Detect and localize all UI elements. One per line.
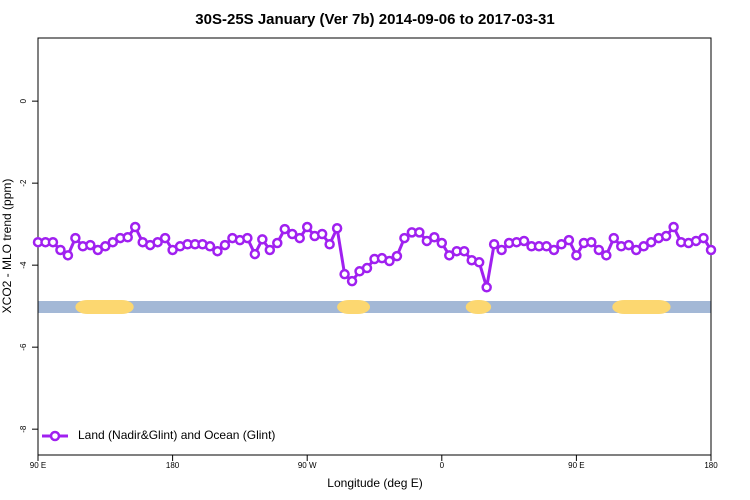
point (331, 223, 343, 234)
point (391, 250, 403, 262)
point (286, 228, 298, 240)
point (264, 244, 276, 256)
point (384, 255, 395, 267)
point (563, 234, 575, 246)
y-tick-label: -2 (19, 179, 28, 187)
point (698, 232, 709, 244)
point (85, 239, 96, 251)
y-tick-label: 0 (19, 98, 28, 103)
point (257, 234, 268, 245)
point (339, 268, 350, 280)
point (249, 248, 261, 260)
land-segment (75, 299, 134, 314)
point (571, 250, 582, 261)
point (645, 236, 657, 248)
point (705, 244, 717, 256)
land-segment (465, 299, 492, 314)
point (601, 250, 612, 261)
point (444, 250, 455, 261)
point (556, 238, 567, 250)
point (55, 244, 66, 256)
point (294, 232, 305, 244)
x-tick-label: 180 (166, 461, 180, 470)
point (346, 275, 358, 287)
point (488, 238, 500, 250)
point (361, 262, 373, 274)
point (496, 244, 507, 256)
point (548, 244, 560, 256)
x-tick-label: 90 E (568, 461, 584, 470)
point (272, 237, 283, 249)
point (623, 239, 634, 251)
x-tick-label: 90 W (298, 461, 317, 470)
point (668, 221, 679, 233)
point (70, 232, 81, 244)
y-axis-label: XCO2 - MLO trend (ppm) (0, 179, 14, 314)
point (458, 245, 470, 257)
legend-marker (49, 430, 61, 442)
y-tick-label: -6 (19, 343, 28, 351)
y-tick-label: -4 (19, 261, 28, 269)
point (316, 228, 328, 240)
y-tick-label: -8 (19, 425, 28, 433)
point (152, 236, 163, 248)
point (638, 241, 649, 252)
point (660, 230, 672, 242)
x-tick-label: 0 (440, 461, 445, 470)
point (100, 241, 111, 252)
point (481, 282, 492, 293)
point (212, 245, 223, 257)
point (429, 232, 440, 243)
point (242, 232, 253, 244)
point (324, 238, 335, 250)
point (436, 237, 448, 249)
point (608, 232, 620, 244)
point (204, 241, 216, 252)
point (129, 221, 141, 233)
point (414, 227, 425, 238)
point (47, 236, 59, 248)
point (122, 232, 133, 243)
point (219, 239, 231, 251)
legend-label: Land (Nadir&Glint) and Ocean (Glint) (78, 428, 275, 442)
point (107, 236, 119, 248)
point (399, 232, 410, 244)
point (279, 223, 291, 235)
point (593, 244, 605, 256)
land-segment (612, 299, 671, 314)
chart-title: 30S-25S January (Ver 7b) 2014-09-06 to 2… (195, 11, 554, 28)
point (301, 221, 313, 233)
point (62, 250, 74, 261)
x-tick-label: 90 E (30, 461, 46, 470)
x-axis-label: Longitude (deg E) (327, 476, 422, 490)
land-segment (337, 299, 371, 314)
point (518, 235, 530, 247)
x-tick-label: 180 (704, 461, 718, 470)
point (473, 257, 485, 268)
point (159, 232, 171, 244)
point (586, 236, 597, 248)
